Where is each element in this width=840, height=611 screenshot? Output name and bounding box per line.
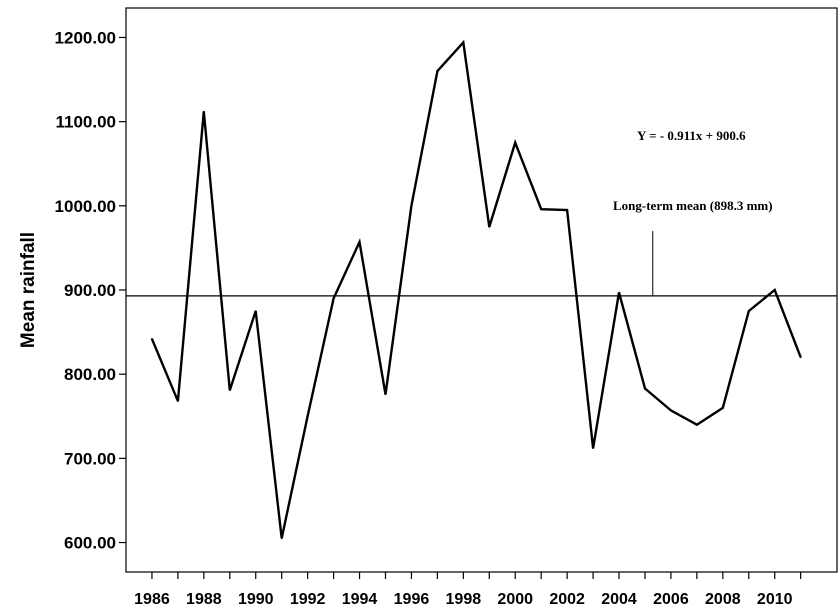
- data-point: [773, 289, 776, 291]
- data-point: [254, 310, 257, 312]
- data-point: [151, 338, 153, 340]
- data-points: [151, 41, 802, 540]
- data-point: [488, 226, 491, 228]
- y-tick-label: 1200.00: [55, 28, 116, 47]
- data-point: [358, 241, 361, 243]
- data-point: [332, 297, 335, 300]
- data-point: [203, 110, 205, 113]
- data-point: [747, 310, 750, 312]
- plot-frame: [125, 7, 838, 573]
- x-tick-label: 2008: [705, 591, 741, 608]
- y-tick-label: 700.00: [64, 449, 116, 468]
- y-axis-label: Mean rainfall: [18, 232, 39, 348]
- data-point: [592, 447, 594, 450]
- data-point: [410, 205, 413, 207]
- rainfall-series-line: [150, 39, 802, 539]
- x-tick-label: 2002: [549, 591, 585, 608]
- x-tick-label: 2004: [601, 591, 637, 608]
- data-point: [540, 208, 542, 210]
- y-tick-label: 1100.00: [55, 113, 116, 132]
- data-point: [670, 409, 672, 412]
- x-tick-label: 1988: [186, 591, 222, 608]
- x-tick-label: 1992: [290, 591, 326, 608]
- data-point: [384, 393, 387, 396]
- data-point: [618, 291, 620, 294]
- y-tick-label: 800.00: [64, 365, 116, 384]
- x-tick-label: 2010: [757, 591, 793, 608]
- x-tick-label: 2006: [653, 591, 689, 608]
- data-point: [177, 400, 179, 402]
- data-point: [566, 209, 568, 211]
- data-point: [644, 387, 646, 390]
- data-point: [280, 537, 283, 540]
- x-tick-label: 2000: [497, 591, 533, 608]
- data-point: [228, 389, 231, 391]
- data-point: [514, 141, 517, 144]
- y-axis: 600.00 700.00 800.00 900.00 1000.00 1100.00 12…: [55, 28, 126, 553]
- x-tick-label: 1986: [134, 591, 170, 608]
- data-point: [306, 415, 309, 418]
- y-tick-label: 600.00: [64, 534, 116, 553]
- data-point: [696, 423, 698, 426]
- x-tick-label: 1990: [238, 591, 274, 608]
- x-axis: 1986 1988 1990 1992 1994 1996 1998 2000 2002 2004…: [134, 572, 802, 608]
- data-point: [436, 70, 439, 72]
- data-point: [462, 41, 465, 44]
- x-tick-label: 1998: [446, 591, 482, 608]
- regression-equation: Y = - 0.911x + 900.6: [637, 128, 746, 143]
- data-point: [722, 407, 724, 409]
- y-tick-label: 1000.00: [55, 197, 116, 216]
- x-tick-label: 1996: [394, 591, 430, 608]
- data-point: [799, 356, 802, 359]
- long-term-mean-label: Long-term mean (898.3 mm): [613, 198, 773, 213]
- y-tick-label: 900.00: [64, 281, 116, 300]
- x-tick-label: 1994: [342, 591, 378, 608]
